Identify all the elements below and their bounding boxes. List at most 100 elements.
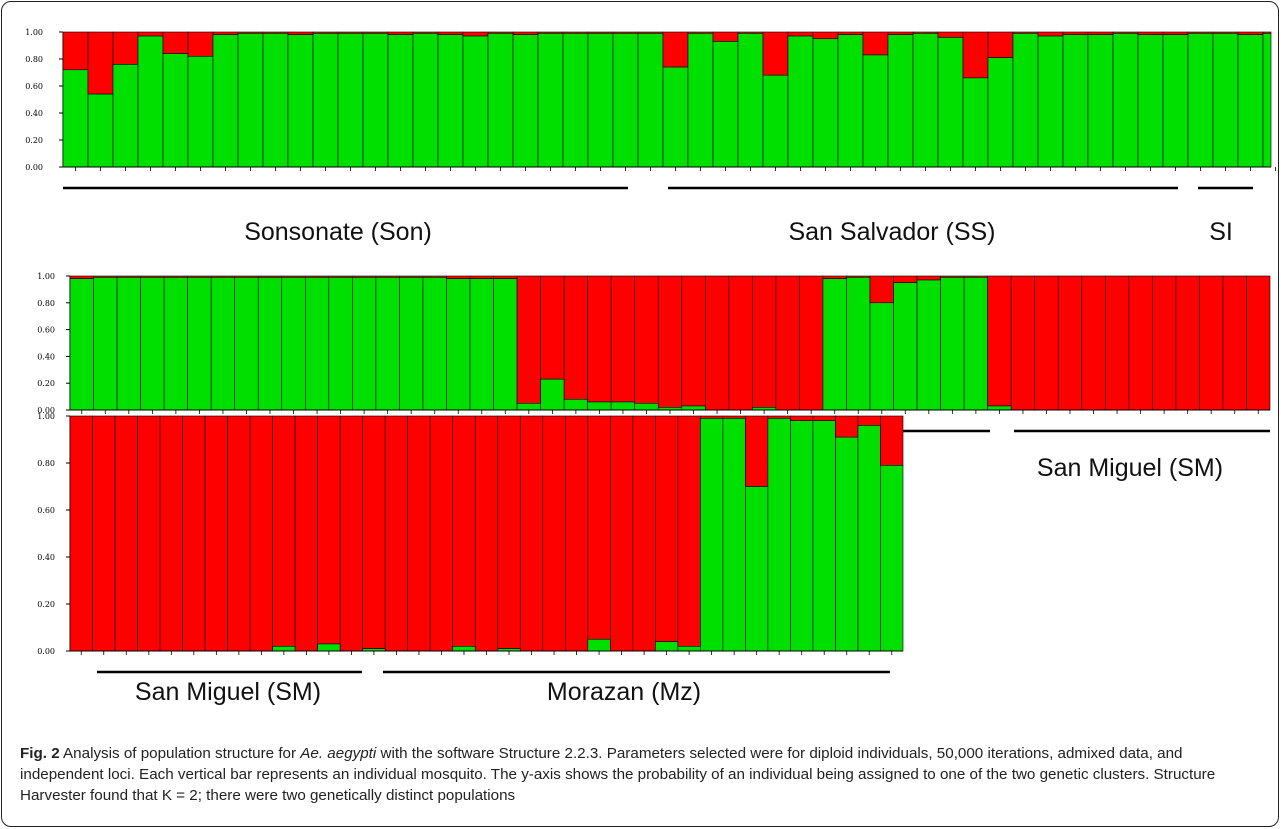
- bar-cluster-green: [187, 55, 214, 168]
- bar-cluster-red: [610, 415, 634, 652]
- bar-cluster-green: [93, 277, 118, 411]
- bar-cluster-green: [1062, 34, 1089, 168]
- bar-cluster-red: [610, 275, 636, 403]
- bar-cluster-green: [940, 277, 965, 411]
- bar-cluster-green: [137, 35, 164, 168]
- bar-cluster-green: [412, 33, 439, 168]
- bar-cluster-red: [69, 415, 93, 652]
- bar-cluster-green: [446, 278, 471, 411]
- bar-cluster-red: [1062, 31, 1089, 35]
- bar-cluster-green: [790, 420, 814, 652]
- bar-cluster-green: [87, 93, 114, 168]
- bar-cluster-red: [287, 31, 314, 35]
- bar-cluster-green: [212, 34, 239, 168]
- bar-cluster-red: [1137, 31, 1164, 35]
- bar-cluster-green: [1037, 35, 1064, 168]
- bar-cluster-green: [116, 277, 141, 411]
- bar-cluster-red: [657, 275, 683, 408]
- bar-cluster-red: [92, 415, 116, 652]
- bar-cluster-red: [1128, 275, 1153, 411]
- bar-cluster-green: [963, 277, 988, 411]
- y-tick-label: 0.80: [37, 459, 55, 468]
- bar-cluster-red: [339, 415, 363, 652]
- bar-cluster-red: [662, 31, 689, 68]
- figure-caption: Fig. 2 Analysis of population structure …: [20, 743, 1265, 806]
- bar-cluster-red: [512, 31, 539, 35]
- bar-cluster-green: [337, 33, 364, 168]
- bar-cluster-green: [257, 277, 283, 411]
- bar-cluster-green: [1012, 33, 1039, 168]
- y-tick-label: 0.60: [25, 82, 43, 91]
- bar-cluster-green: [587, 33, 614, 168]
- bar-cluster-green: [537, 33, 564, 168]
- caption-species: Ae. aegypti: [300, 745, 377, 762]
- bar-cluster-red: [1104, 275, 1130, 411]
- bar-cluster-green: [722, 418, 746, 652]
- bar-cluster-red: [655, 415, 679, 642]
- bar-cluster-red: [407, 415, 431, 652]
- bar-cluster-green: [677, 645, 701, 652]
- bar-cluster-red: [704, 275, 730, 411]
- bar-cluster-red: [887, 31, 914, 35]
- y-tick-label: 0.40: [37, 553, 55, 562]
- bar-cluster-red: [869, 275, 894, 304]
- bar-cluster-red: [1152, 275, 1177, 411]
- bar-cluster-red: [893, 275, 918, 283]
- bar-cluster-green: [893, 282, 918, 411]
- bar-cluster-red: [767, 415, 791, 419]
- bar-cluster-green: [655, 641, 679, 652]
- bar-cluster-red: [987, 275, 1012, 407]
- bar-cluster-green: [762, 74, 789, 168]
- population-label: SI: [1209, 218, 1233, 246]
- population-label: San Miguel (SM): [135, 678, 321, 706]
- bar-cluster-green: [634, 402, 659, 411]
- y-tick-label: 0.40: [37, 352, 55, 361]
- bar-cluster-red: [1037, 31, 1064, 37]
- bar-cluster-red: [677, 415, 701, 647]
- y-tick-label: 1.00: [37, 412, 55, 421]
- bar-cluster-green: [1162, 34, 1189, 168]
- bar-cluster-green: [962, 77, 989, 168]
- bar-cluster-red: [1010, 275, 1036, 411]
- bar-cluster-green: [512, 34, 539, 168]
- bar-cluster-green: [562, 33, 589, 168]
- bar-cluster-green: [516, 402, 541, 411]
- bar-cluster-red: [563, 275, 588, 400]
- bar-cluster-red: [69, 275, 94, 279]
- bar-cluster-green: [469, 278, 494, 411]
- bar-cluster-red: [1199, 275, 1224, 411]
- caption-text-after: with the software Structure 2.2.3. Param…: [20, 745, 1216, 804]
- bar-cluster-red: [137, 415, 161, 652]
- bar-cluster-red: [272, 415, 296, 647]
- bar-cluster-red: [587, 275, 612, 403]
- bar-cluster-green: [375, 277, 400, 411]
- bar-cluster-green: [452, 645, 476, 652]
- bar-cluster-green: [880, 465, 904, 652]
- bar-cluster-red: [1057, 275, 1083, 411]
- bar-cluster-green: [937, 37, 964, 168]
- population-label: San Salvador (SS): [788, 218, 995, 246]
- bar-cluster-green: [422, 277, 447, 411]
- y-tick-label: 0.40: [25, 109, 43, 118]
- bar-cluster-red: [249, 415, 273, 652]
- bar-cluster-green: [62, 69, 89, 168]
- bar-cluster-green: [281, 277, 306, 411]
- bar-cluster-red: [1034, 275, 1059, 411]
- bar-cluster-red: [1237, 31, 1264, 35]
- y-tick-label: 0.80: [25, 55, 43, 64]
- caption-text-before: Analysis of population structure for: [59, 745, 301, 762]
- bar-cluster-green: [857, 425, 881, 652]
- bar-cluster-red: [387, 31, 414, 35]
- bar-cluster-red: [799, 275, 824, 411]
- bar-cluster-red: [728, 275, 753, 411]
- y-tick-label: 0.60: [37, 326, 55, 335]
- bar-cluster-red: [700, 415, 724, 419]
- bar-cluster-red: [812, 31, 839, 40]
- bar-cluster-red: [1081, 275, 1106, 411]
- bar-cluster-green: [912, 33, 939, 168]
- y-tick-label: 0.20: [37, 379, 55, 388]
- bar-cluster-red: [1222, 275, 1247, 411]
- bar-cluster-green: [610, 401, 636, 411]
- bar-cluster-green: [767, 418, 791, 652]
